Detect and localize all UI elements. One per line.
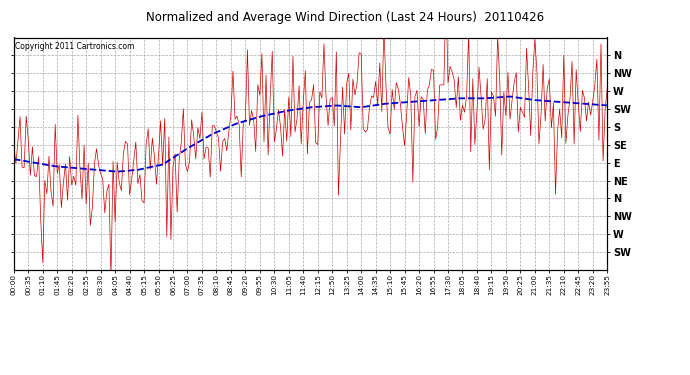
Text: Copyright 2011 Cartronics.com: Copyright 2011 Cartronics.com	[15, 42, 135, 51]
Text: Normalized and Average Wind Direction (Last 24 Hours)  20110426: Normalized and Average Wind Direction (L…	[146, 11, 544, 24]
